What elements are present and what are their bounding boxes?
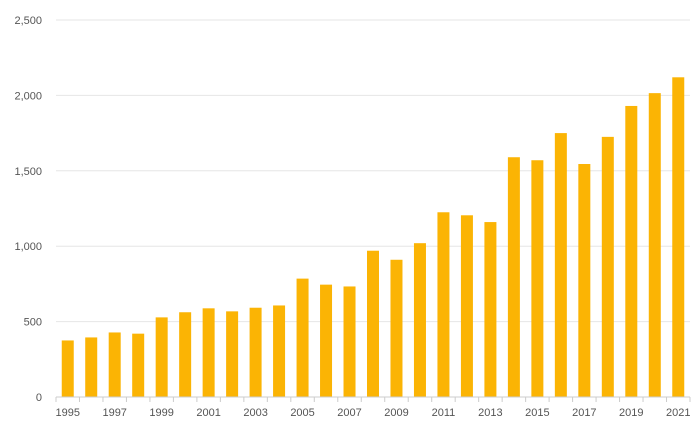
bar-2017 [578, 164, 591, 397]
y-axis-tick-labels: 0 500 1,000 1,500 2,000 2,500 [14, 15, 42, 404]
bar-1998 [132, 333, 145, 397]
x-tick-label: 2021 [666, 407, 690, 419]
y-tick-label: 1,500 [14, 166, 42, 178]
bar-2012 [460, 215, 473, 397]
bar-2020 [648, 93, 661, 397]
bar-1997 [108, 332, 121, 397]
bar-2019 [625, 105, 638, 398]
bar-2015 [531, 160, 544, 397]
bar-2009 [390, 259, 403, 397]
x-tick-label: 1995 [55, 407, 79, 419]
bar-2000 [179, 312, 192, 397]
x-axis-ticks [55, 397, 691, 402]
bar-1995 [61, 340, 74, 397]
x-tick-label: 2007 [337, 407, 361, 419]
bar-1996 [85, 337, 98, 397]
y-tick-label: 2,500 [14, 15, 42, 27]
bar-2005 [296, 278, 309, 397]
x-tick-label: 2009 [384, 407, 408, 419]
bar-1999 [155, 317, 168, 397]
x-tick-label: 2011 [432, 407, 456, 419]
bar-2021 [672, 77, 685, 398]
bar-2004 [273, 305, 286, 397]
bar-2002 [226, 311, 239, 397]
x-tick-label: 2003 [243, 407, 267, 419]
bar-2016 [554, 133, 567, 397]
y-tick-label: 2,000 [14, 90, 42, 102]
x-tick-label: 2013 [478, 407, 502, 419]
x-tick-label: 2005 [290, 407, 314, 419]
x-tick-label: 2019 [619, 407, 643, 419]
x-tick-label: 1997 [102, 407, 126, 419]
bar-2011 [437, 212, 450, 397]
x-axis-tick-labels: 1995 1997 1999 2001 2003 2005 2007 2009 2011 2013… [55, 407, 690, 419]
bar-2010 [413, 243, 426, 397]
bar-2008 [367, 250, 379, 397]
x-tick-label: 1999 [149, 407, 173, 419]
y-tick-label: 1,000 [14, 241, 42, 253]
bar-2003 [249, 307, 262, 397]
x-tick-label: 2015 [525, 407, 549, 419]
bar-2013 [484, 222, 497, 397]
bar-2014 [507, 157, 520, 397]
bar-2006 [320, 284, 333, 397]
y-tick-label: 500 [24, 317, 42, 329]
bars [61, 77, 685, 398]
bar-2001 [202, 308, 215, 397]
x-tick-label: 2001 [196, 407, 220, 419]
bar-2018 [601, 136, 614, 397]
bar-2007 [343, 286, 356, 397]
y-tick-label: 0 [36, 392, 42, 404]
x-tick-label: 2017 [572, 407, 596, 419]
